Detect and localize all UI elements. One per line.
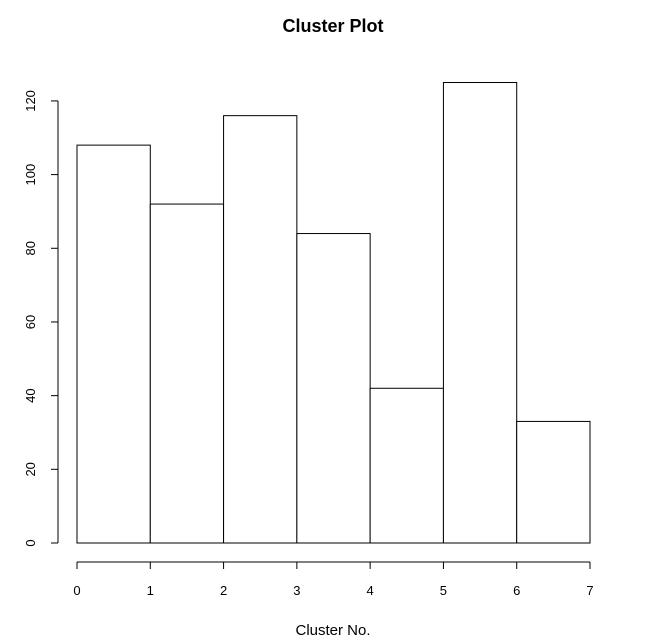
- y-tick-label-2: 40: [23, 388, 38, 402]
- bar-1: [149, 203, 225, 544]
- bar-4: [369, 387, 444, 544]
- y-tick-label-5: 100: [23, 164, 38, 186]
- y-tick-label-4: 80: [23, 241, 38, 255]
- bar-2: [223, 115, 298, 544]
- y-tick-label-1: 20: [23, 462, 38, 476]
- y-axis: 0 20 40 60 80 100 120: [23, 90, 59, 547]
- x-tick-label-4: 4: [367, 583, 374, 598]
- bar-0: [76, 144, 151, 544]
- y-tick-label-3: 60: [23, 315, 38, 329]
- chart-title: Cluster Plot: [282, 16, 383, 36]
- y-tick-label-0: 0: [23, 539, 38, 546]
- x-tick-label-0: 0: [73, 583, 80, 598]
- bar-5: [442, 82, 518, 544]
- bar-6: [516, 420, 591, 544]
- x-tick-label-7: 7: [586, 583, 593, 598]
- x-tick-label-5: 5: [440, 583, 447, 598]
- bars-layer: [76, 82, 591, 544]
- x-tick-label-2: 2: [220, 583, 227, 598]
- x-tick-label-3: 3: [293, 583, 300, 598]
- x-axis-label: Cluster No.: [295, 622, 370, 639]
- x-axis: 0 1 2 3 4 5 6 7: [73, 561, 594, 598]
- y-tick-label-6: 120: [23, 90, 38, 112]
- bar-3: [296, 233, 371, 544]
- x-tick-label-6: 6: [513, 583, 520, 598]
- x-tick-label-1: 1: [147, 583, 154, 598]
